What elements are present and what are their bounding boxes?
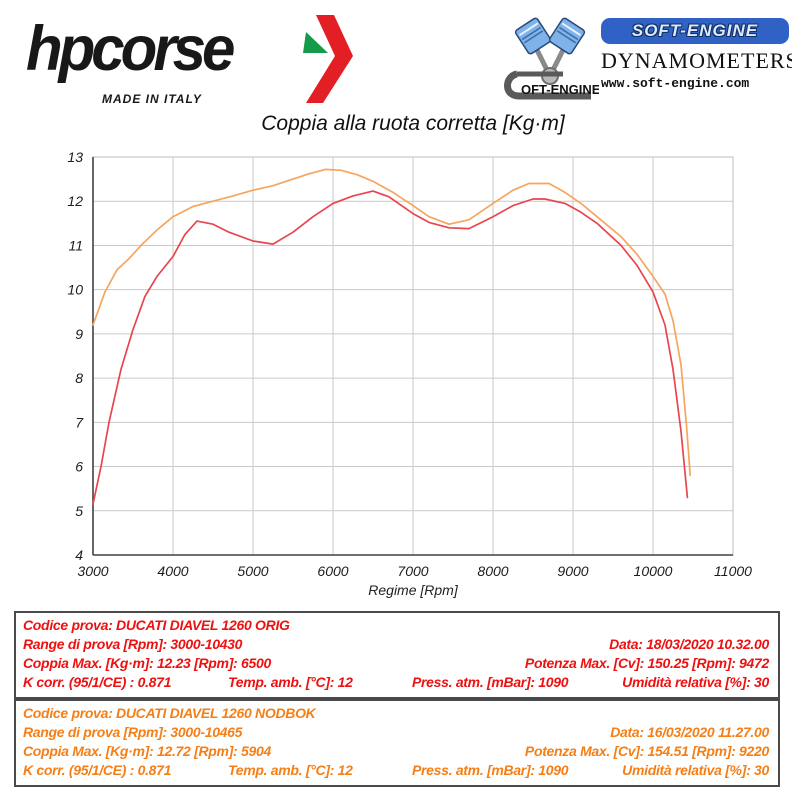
table-row: Codice prova: DUCATI DIAVEL 1260 ORIG: [16, 617, 778, 635]
y-tick-label: 10: [67, 282, 83, 298]
data-value: Data: 16/03/2020 11.27.00: [610, 724, 769, 740]
k-corr-value: K corr. (95/1/CE) : 0.871: [23, 674, 172, 690]
x-tick-label: 3000: [77, 563, 108, 579]
temp-amb-value: Temp. amb. [°C]: 12: [228, 674, 353, 690]
umidita-value: Umidità relativa [%]: 30: [622, 762, 769, 778]
dyno-table-nodbok: Codice prova: DUCATI DIAVEL 1260 NODBOK …: [14, 699, 780, 787]
softengine-logo: OFT-ENGINE SOFT-ENGINE DYNAMOMETERS www.…: [503, 14, 792, 106]
table-row: K corr. (95/1/CE) : 0.871 Temp. amb. [°C…: [16, 674, 778, 692]
x-tick-label: 11000: [714, 563, 752, 579]
codice-prova-value: Codice prova: DUCATI DIAVEL 1260 NODBOK: [23, 705, 316, 721]
dyno-table-orig: Codice prova: DUCATI DIAVEL 1260 ORIG Ra…: [14, 611, 780, 699]
made-in-italy-label: MADE IN ITALY: [102, 92, 202, 106]
y-tick-label: 9: [75, 326, 83, 342]
table-row: K corr. (95/1/CE) : 0.871 Temp. amb. [°C…: [16, 762, 778, 780]
range-prova-value: Range di prova [Rpm]: 3000-10465: [23, 724, 243, 740]
hpcorse-logo: hpcorse MADE IN ITALY: [10, 12, 353, 112]
x-tick-label: 4000: [157, 563, 188, 579]
y-tick-label: 6: [75, 459, 83, 475]
curve-ducati-diavel-1260-orig: [92, 190, 689, 505]
k-corr-value: K corr. (95/1/CE) : 0.871: [23, 762, 172, 778]
y-tick-label: 11: [68, 237, 83, 253]
range-prova-value: Range di prova [Rpm]: 3000-10430: [23, 636, 243, 652]
table-row: Coppia Max. [Kg·m]: 12.72 [Rpm]: 5904 Po…: [16, 743, 778, 761]
x-axis-label: Regime [Rpm]: [368, 582, 458, 598]
chart-title: Coppia alla ruota corretta [Kg·m]: [261, 112, 565, 135]
temp-amb-value: Temp. amb. [°C]: 12: [228, 762, 353, 778]
y-tick-label: 5: [75, 503, 83, 519]
x-tick-label: 7000: [397, 563, 428, 579]
x-tick-label: 5000: [237, 563, 268, 579]
softengine-brand-text: SOFT-ENGINE: [631, 21, 759, 40]
data-value: Data: 18/03/2020 10.32.00: [609, 636, 769, 652]
x-tick-label: 8000: [477, 563, 508, 579]
x-tick-label: 9000: [557, 563, 588, 579]
table-row: Range di prova [Rpm]: 3000-10430 Data: 1…: [16, 636, 778, 654]
x-tick-label: 10000: [634, 563, 673, 579]
press-atm-value: Press. atm. [mBar]: 1090: [412, 762, 569, 778]
codice-prova-value: Codice prova: DUCATI DIAVEL 1260 ORIG: [23, 617, 290, 633]
hpcorse-arrow-icon: [303, 15, 353, 103]
y-tick-label: 7: [75, 414, 84, 430]
hpcorse-logo-text: hpcorse: [26, 13, 235, 84]
y-tick-label: 13: [67, 149, 83, 165]
pistons-icon: OFT-ENGINE: [504, 17, 599, 100]
y-tick-label: 4: [75, 547, 83, 563]
x-tick-label: 6000: [317, 563, 348, 579]
torque-chart: 4 5 6 7 8 9 10 11 12 13 3000 4000 5000 6000 7000 8000 90…: [67, 149, 752, 579]
press-atm-value: Press. atm. [mBar]: 1090: [412, 674, 569, 690]
y-tick-label: 12: [67, 193, 83, 209]
table-row: Coppia Max. [Kg·m]: 12.23 [Rpm]: 6500 Po…: [16, 655, 778, 673]
y-tick-label: 8: [75, 370, 83, 386]
softengine-brand-badge: SOFT-ENGINE: [601, 18, 789, 44]
table-row: Range di prova [Rpm]: 3000-10465 Data: 1…: [16, 724, 778, 742]
dynamometers-label: DYNAMOMETERS: [601, 48, 792, 73]
potenza-max-value: Potenza Max. [Cv]: 154.51 [Rpm]: 9220: [524, 743, 769, 759]
pipe-text: OFT-ENGINE: [521, 82, 599, 97]
table-row: Codice prova: DUCATI DIAVEL 1260 NODBOK: [16, 705, 778, 723]
curve-ducati-diavel-1260-nodbok: [92, 168, 692, 477]
umidita-value: Umidità relativa [%]: 30: [622, 674, 769, 690]
potenza-max-value: Potenza Max. [Cv]: 150.25 [Rpm]: 9472: [524, 655, 769, 671]
coppia-max-value: Coppia Max. [Kg·m]: 12.72 [Rpm]: 5904: [23, 743, 271, 759]
coppia-max-value: Coppia Max. [Kg·m]: 12.23 [Rpm]: 6500: [23, 655, 271, 671]
softengine-url: www.soft-engine.com: [601, 76, 750, 91]
